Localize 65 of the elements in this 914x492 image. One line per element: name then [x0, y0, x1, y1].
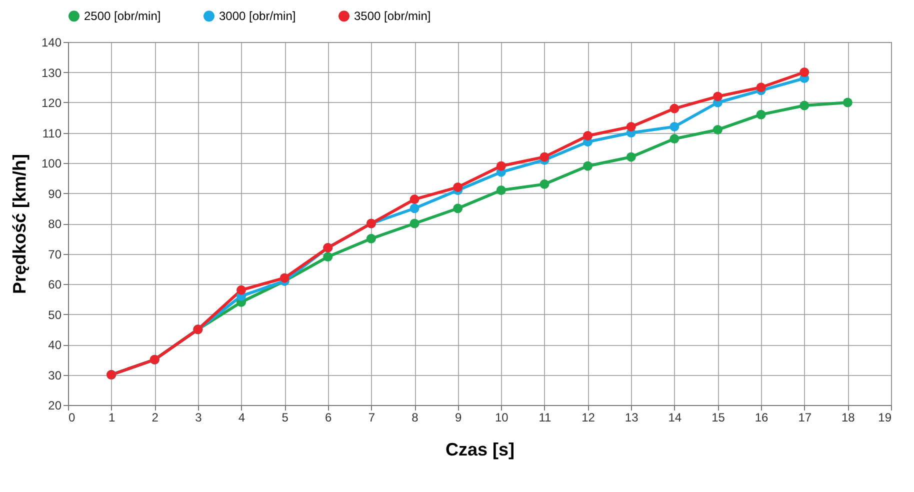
x-tick-label: 17: [798, 410, 812, 424]
y-tick-label: 130: [41, 66, 62, 80]
x-tick-label: 4: [238, 410, 246, 424]
point: [540, 179, 550, 189]
x-tick-label: 12: [582, 410, 596, 424]
x-tick-label: 6: [325, 410, 332, 424]
point: [366, 234, 376, 244]
point: [496, 161, 506, 171]
y-tick-label: 70: [48, 247, 62, 262]
y-tick-label: 120: [41, 96, 62, 110]
legend-label: 2500 [obr/min]: [84, 9, 161, 24]
point: [410, 218, 420, 228]
y-tick-label: 20: [48, 398, 62, 412]
x-tick-label: 11: [538, 410, 552, 424]
point: [626, 152, 636, 162]
point: [583, 131, 593, 141]
point: [842, 98, 852, 108]
x-tick-label: 13: [624, 410, 639, 424]
point: [800, 100, 810, 110]
point: [800, 68, 810, 77]
point: [410, 204, 420, 214]
point: [756, 110, 766, 120]
point: [670, 122, 680, 132]
point: [236, 285, 246, 295]
y-tick-label: 100: [41, 156, 62, 170]
point: [323, 252, 333, 262]
x-tick-label: 8: [412, 410, 419, 424]
x-tick-label: 3: [195, 410, 202, 424]
point: [583, 161, 593, 171]
point: [670, 104, 680, 114]
y-tick-label: 40: [48, 338, 62, 352]
point: [280, 273, 290, 283]
x-tick-label: 18: [842, 410, 856, 424]
point: [410, 194, 420, 204]
x-tick-label: 15: [712, 410, 726, 424]
x-tick-label: 5: [282, 410, 289, 424]
y-tick-label: 60: [48, 278, 62, 292]
point: [712, 124, 722, 134]
x-tick-label: 10: [494, 410, 509, 424]
x-tick-label: 9: [455, 410, 462, 424]
point: [453, 182, 463, 192]
legend-label: 3000 [obr/min]: [219, 9, 296, 24]
y-tick-label: 80: [48, 217, 62, 231]
point: [453, 204, 463, 214]
y-tick-label: 30: [48, 368, 62, 382]
point: [756, 82, 766, 92]
point: [540, 152, 550, 162]
x-tick-label: 0: [68, 410, 76, 424]
point: [670, 134, 680, 144]
x-tick-label: 19: [878, 410, 892, 424]
y-tick-label: 110: [42, 126, 62, 140]
point: [626, 122, 636, 132]
legend-label: 3500 [obr/min]: [354, 9, 431, 24]
x-tick-label: 7: [368, 410, 376, 424]
x-tick-label: 14: [668, 410, 682, 424]
x-tick-label: 16: [754, 410, 769, 424]
point: [712, 92, 722, 102]
y-tick-label: 90: [48, 186, 62, 201]
x-axis-title: Czas [s]: [445, 440, 515, 460]
y-tick-label: 50: [48, 308, 62, 322]
y-axis-title: Prędkość [km/h]: [9, 154, 30, 294]
x-tick-label: 2: [152, 410, 159, 424]
y-tick-label: 140: [41, 36, 62, 50]
x-tick-label: 1: [108, 410, 116, 424]
point: [496, 185, 506, 195]
